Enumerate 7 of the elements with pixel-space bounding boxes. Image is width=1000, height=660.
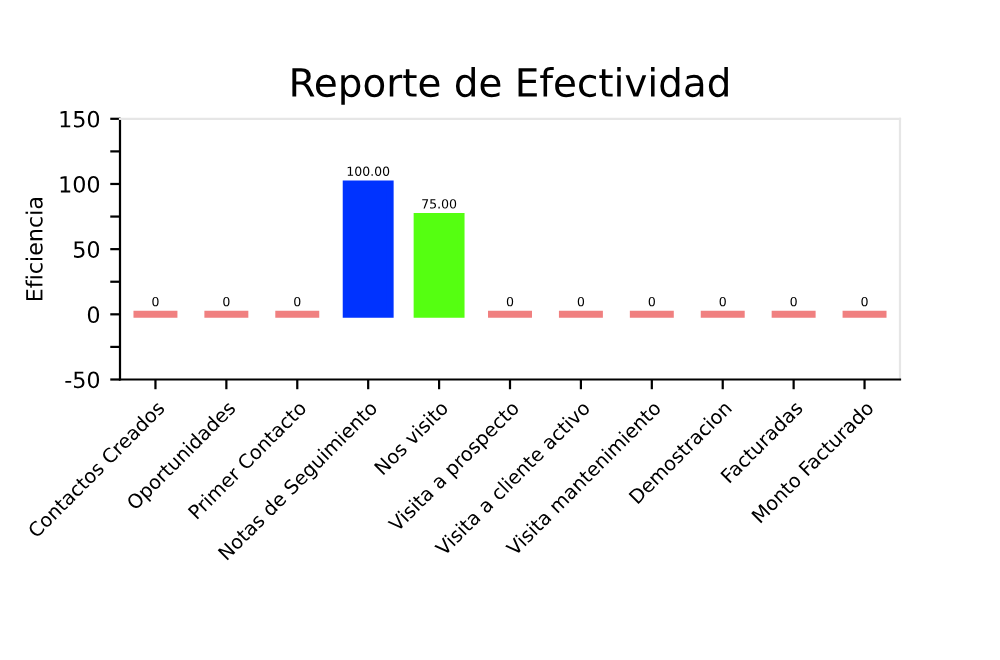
y-tick-label: 100 xyxy=(60,175,100,193)
chart-title: Reporte de Efectividad xyxy=(292,67,728,105)
y-tick-label: -50 xyxy=(65,371,100,389)
y-tick-label: 0 xyxy=(87,306,100,324)
y-tick-label: 150 xyxy=(60,110,100,128)
y-tick-label: 50 xyxy=(73,241,100,258)
y-axis-title: Eficiencia xyxy=(25,198,43,301)
